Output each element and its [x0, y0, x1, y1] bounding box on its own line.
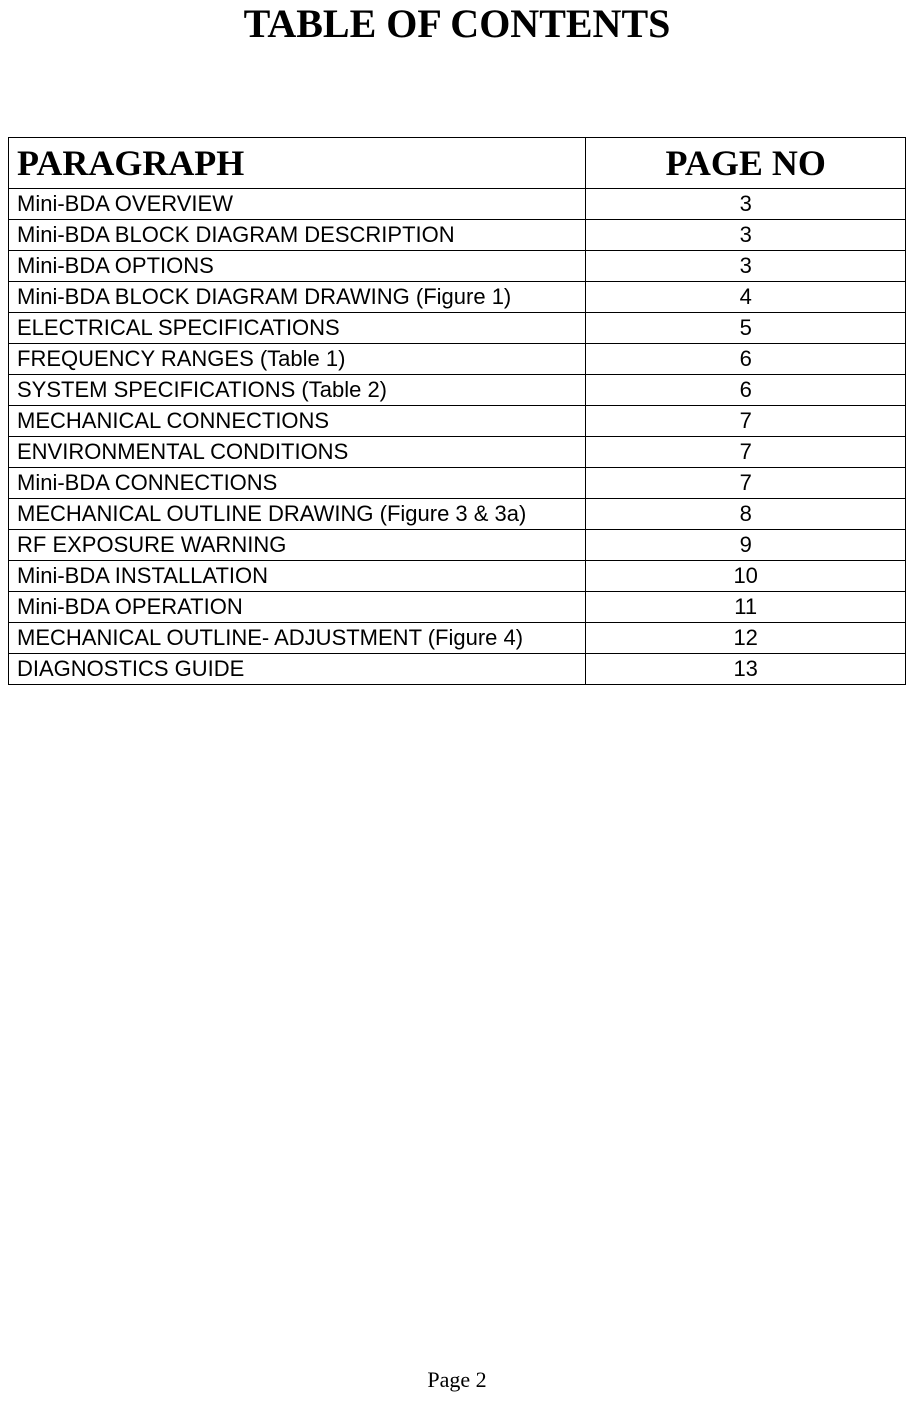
table-row: Mini-BDA OVERVIEW 3	[9, 189, 906, 220]
cell-paragraph: Mini-BDA BLOCK DIAGRAM DESCRIPTION	[9, 220, 586, 251]
page-footer: Page 2	[0, 1367, 914, 1393]
cell-page: 12	[586, 623, 906, 654]
table-row: Mini-BDA BLOCK DIAGRAM DRAWING (Figure 1…	[9, 282, 906, 313]
cell-page: 13	[586, 654, 906, 685]
table-row: MECHANICAL OUTLINE- ADJUSTMENT (Figure 4…	[9, 623, 906, 654]
cell-paragraph: MECHANICAL OUTLINE- ADJUSTMENT (Figure 4…	[9, 623, 586, 654]
table-header-row: PARAGRAPH PAGE NO	[9, 138, 906, 189]
cell-page: 7	[586, 468, 906, 499]
cell-paragraph: DIAGNOSTICS GUIDE	[9, 654, 586, 685]
cell-page: 9	[586, 530, 906, 561]
cell-page: 7	[586, 437, 906, 468]
cell-page: 5	[586, 313, 906, 344]
cell-paragraph: Mini-BDA OPTIONS	[9, 251, 586, 282]
cell-page: 3	[586, 189, 906, 220]
cell-paragraph: SYSTEM SPECIFICATIONS (Table 2)	[9, 375, 586, 406]
toc-table: PARAGRAPH PAGE NO Mini-BDA OVERVIEW 3 Mi…	[8, 137, 906, 685]
cell-page: 3	[586, 251, 906, 282]
table-row: Mini-BDA BLOCK DIAGRAM DESCRIPTION 3	[9, 220, 906, 251]
cell-page: 4	[586, 282, 906, 313]
table-row: MECHANICAL CONNECTIONS 7	[9, 406, 906, 437]
cell-paragraph: MECHANICAL OUTLINE DRAWING (Figure 3 & 3…	[9, 499, 586, 530]
table-row: ELECTRICAL SPECIFICATIONS 5	[9, 313, 906, 344]
cell-page: 10	[586, 561, 906, 592]
table-row: SYSTEM SPECIFICATIONS (Table 2) 6	[9, 375, 906, 406]
cell-paragraph: RF EXPOSURE WARNING	[9, 530, 586, 561]
cell-page: 11	[586, 592, 906, 623]
cell-paragraph: FREQUENCY RANGES (Table 1)	[9, 344, 586, 375]
cell-page: 8	[586, 499, 906, 530]
cell-paragraph: ELECTRICAL SPECIFICATIONS	[9, 313, 586, 344]
cell-paragraph: Mini-BDA BLOCK DIAGRAM DRAWING (Figure 1…	[9, 282, 586, 313]
table-row: Mini-BDA OPERATION 11	[9, 592, 906, 623]
table-row: MECHANICAL OUTLINE DRAWING (Figure 3 & 3…	[9, 499, 906, 530]
table-row: FREQUENCY RANGES (Table 1) 6	[9, 344, 906, 375]
cell-paragraph: Mini-BDA OPERATION	[9, 592, 586, 623]
cell-paragraph: ENVIRONMENTAL CONDITIONS	[9, 437, 586, 468]
table-row: DIAGNOSTICS GUIDE 13	[9, 654, 906, 685]
table-row: Mini-BDA OPTIONS 3	[9, 251, 906, 282]
table-row: Mini-BDA CONNECTIONS 7	[9, 468, 906, 499]
header-page-no: PAGE NO	[586, 138, 906, 189]
cell-page: 3	[586, 220, 906, 251]
header-paragraph: PARAGRAPH	[9, 138, 586, 189]
table-row: RF EXPOSURE WARNING 9	[9, 530, 906, 561]
cell-paragraph: Mini-BDA OVERVIEW	[9, 189, 586, 220]
cell-page: 6	[586, 375, 906, 406]
table-body: Mini-BDA OVERVIEW 3 Mini-BDA BLOCK DIAGR…	[9, 189, 906, 685]
cell-paragraph: MECHANICAL CONNECTIONS	[9, 406, 586, 437]
table-row: Mini-BDA INSTALLATION 10	[9, 561, 906, 592]
cell-paragraph: Mini-BDA INSTALLATION	[9, 561, 586, 592]
cell-page: 7	[586, 406, 906, 437]
cell-paragraph: Mini-BDA CONNECTIONS	[9, 468, 586, 499]
table-row: ENVIRONMENTAL CONDITIONS 7	[9, 437, 906, 468]
cell-page: 6	[586, 344, 906, 375]
page-title: TABLE OF CONTENTS	[0, 0, 914, 47]
